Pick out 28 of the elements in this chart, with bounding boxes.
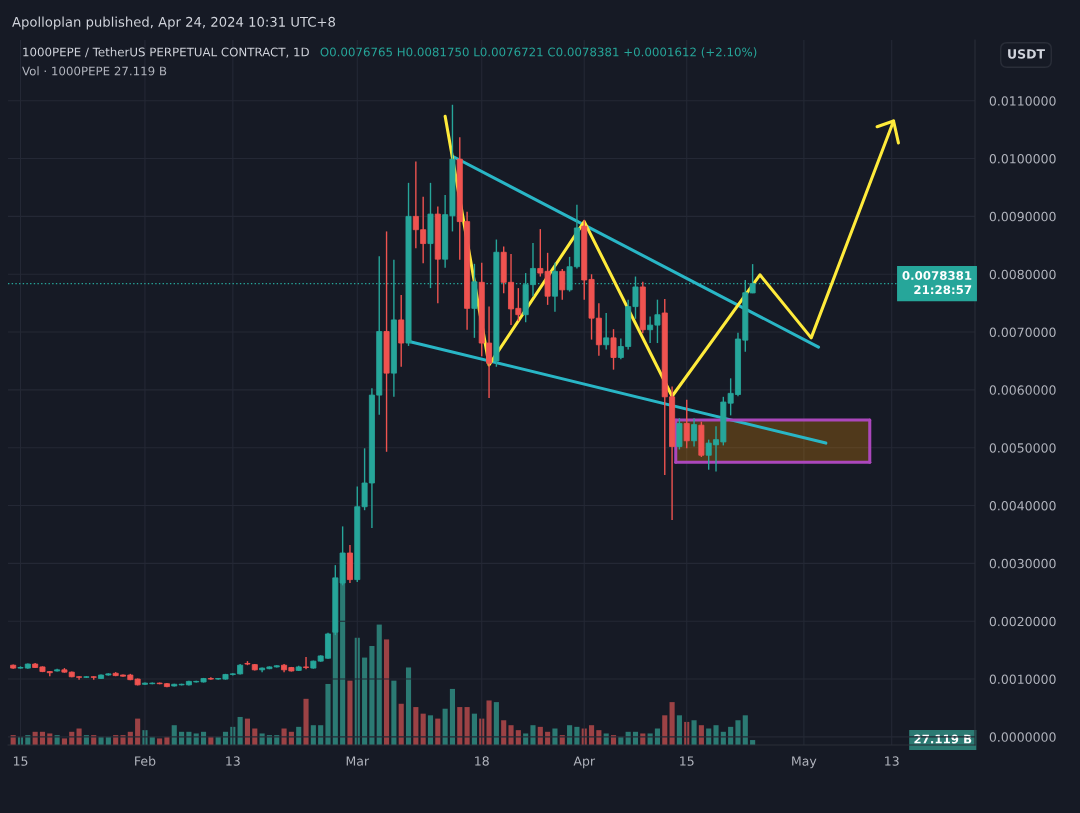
chart-title: Vol · 1000PEPE 27.119 B [22,66,167,76]
y-tick-label: 0.0100000 [989,154,1056,164]
y-tick-label: 0.0060000 [989,385,1056,395]
x-tick-label: Apr [573,756,596,769]
x-tick-label: Mar [346,756,370,766]
y-tick-label: 0.0000000 [989,732,1056,742]
x-tick-label: 15 [13,756,28,766]
x-tick-label: 13 [226,756,240,766]
y-tick-label: 0.0110000 [989,96,1056,106]
y-tick-label: 0.0070000 [989,327,1056,337]
x-tick-label: Feb [135,756,156,766]
text: 1000PEPE / TetherUS PERPETUAL CONTRACT, 1D [23,47,309,58]
x-tick-label: 13 [885,756,899,766]
y-tick-label: 0.0010000 [989,674,1056,684]
text: Apolloplan published, Apr 24, 2024 10:31 UTC+8 [12,16,336,30]
annotation: O0.0076765 H0.0081750 L0.0076721 C0.0078381 +0.0001612 (+2.10%) [320,47,757,58]
y-tick-label: 0.0030000 [989,558,1056,569]
y-tick-label: 0.0090000 [989,211,1056,222]
x-tick-label: 18 [475,756,489,766]
y-tick-label: 0.0050000 [989,443,1056,453]
y-tick-label: 0.0040000 [989,501,1056,511]
ref-line-label: 0.0078381 21:28:57 [902,271,972,295]
text: USDT [1008,49,1045,59]
x-tick-label: May [792,756,817,769]
annotation: 27.119 B [914,734,972,744]
y-tick-label: 0.0080000 [989,269,1056,280]
x-tick-label: 15 [680,756,694,766]
y-tick-label: 0.0020000 [989,616,1056,627]
